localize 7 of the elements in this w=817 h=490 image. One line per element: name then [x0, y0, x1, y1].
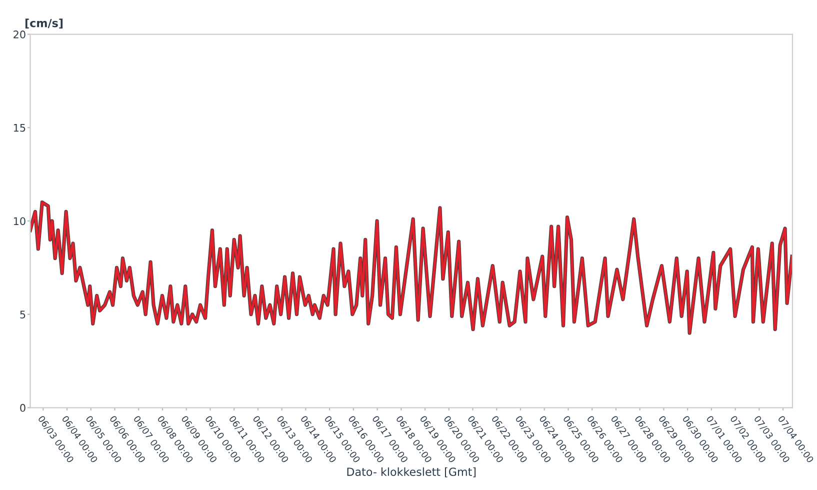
y-tick-label: 10 — [14, 217, 26, 226]
y-tick-label: 0 — [20, 404, 26, 412]
x-axis-title: Dato- klokkeslett [Gmt] — [347, 467, 476, 478]
y-tick-label: 20 — [14, 30, 26, 38]
y-tick-label: 5 — [20, 310, 26, 318]
y-tick-label: 15 — [14, 124, 26, 132]
y-axis-title: [cm/s] — [25, 18, 63, 29]
